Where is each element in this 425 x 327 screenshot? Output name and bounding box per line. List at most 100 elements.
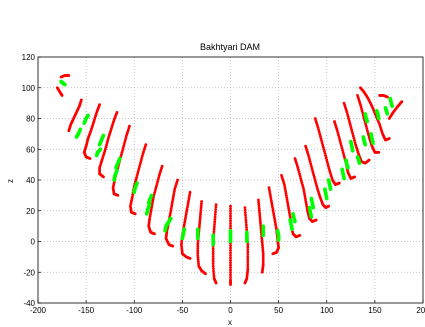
red-data-point (284, 189, 287, 193)
red-data-point (196, 253, 200, 257)
red-data-point (337, 133, 340, 137)
red-data-point (288, 213, 292, 217)
red-data-point (377, 150, 381, 154)
green-data-point (371, 141, 375, 145)
red-data-point (385, 95, 389, 99)
red-data-point (60, 94, 64, 97)
red-data-point (342, 155, 346, 159)
red-data-point (151, 197, 155, 201)
red-data-point (299, 177, 303, 180)
red-data-point (106, 137, 110, 140)
red-data-point (135, 173, 139, 177)
red-data-point (261, 248, 265, 251)
red-data-point (303, 192, 306, 195)
red-data-point (196, 251, 200, 255)
red-data-point (312, 175, 316, 179)
red-data-point (246, 248, 250, 251)
red-data-point (229, 249, 232, 252)
red-data-point (187, 195, 191, 199)
green-data-point (163, 228, 167, 233)
red-data-point (350, 130, 354, 134)
x-tick-label: -150 (78, 306, 95, 315)
red-data-point (321, 145, 325, 149)
red-data-point (315, 184, 318, 187)
red-data-point (213, 213, 217, 216)
axis-ticks: -200-150-100-50050100150200-40-200204060… (22, 53, 425, 315)
red-data-point (157, 173, 161, 177)
green-data-point (376, 116, 381, 121)
red-data-point (229, 221, 232, 225)
red-data-point (274, 222, 277, 226)
red-data-point (119, 153, 123, 157)
red-data-point (246, 245, 250, 249)
red-data-point (260, 241, 264, 245)
green-data-point (346, 165, 350, 170)
red-data-point (120, 151, 124, 155)
red-data-point (131, 193, 135, 197)
red-data-point (286, 202, 290, 206)
red-data-point (186, 201, 190, 205)
red-data-point (353, 175, 357, 179)
red-data-point (214, 281, 218, 285)
red-data-point (106, 139, 110, 143)
red-data-point (246, 260, 250, 264)
red-data-point (284, 193, 288, 197)
red-data-point (261, 245, 265, 249)
red-data-point (123, 138, 127, 142)
red-data-point (325, 158, 329, 162)
red-data-point (259, 222, 262, 226)
red-data-point (274, 225, 278, 228)
red-data-point (67, 129, 71, 133)
red-data-point (268, 192, 272, 196)
red-data-point (318, 132, 322, 136)
red-data-point (213, 215, 217, 219)
red-data-point (188, 193, 192, 196)
green-data-point (146, 201, 151, 205)
red-data-point (229, 256, 232, 260)
green-data-point (261, 233, 266, 238)
red-data-point (244, 218, 248, 222)
green-data-point (363, 142, 368, 147)
red-data-point (259, 224, 263, 228)
red-data-point (214, 203, 218, 207)
red-data-point (360, 107, 363, 111)
red-data-point (339, 142, 343, 146)
red-data-point (198, 215, 202, 218)
red-data-point (199, 210, 203, 214)
red-data-point (258, 213, 262, 217)
red-data-point (258, 220, 262, 223)
red-data-point (261, 250, 265, 254)
y-tick-label: -20 (23, 268, 35, 277)
red-data-point (199, 204, 203, 208)
red-data-point (353, 141, 357, 144)
x-tick-label: 200 (416, 306, 425, 315)
red-data-point (171, 198, 175, 202)
red-data-point (186, 203, 190, 207)
red-data-point (169, 211, 172, 215)
red-data-point (246, 255, 250, 259)
y-tick-label: 120 (22, 53, 36, 62)
red-data-point (261, 243, 264, 247)
red-data-point (323, 150, 326, 153)
red-data-point (309, 162, 313, 166)
red-data-point (105, 141, 109, 145)
red-data-point (213, 220, 217, 224)
red-data-point (197, 262, 200, 266)
red-data-point (351, 134, 355, 138)
x-tick-label: 150 (368, 306, 382, 315)
red-data-point (182, 223, 186, 226)
green-data-point (311, 205, 316, 210)
red-data-point (353, 138, 356, 142)
green-data-point (324, 196, 329, 201)
red-data-point (261, 254, 265, 258)
red-data-point (272, 216, 276, 220)
red-data-point (301, 183, 304, 187)
red-data-point (184, 216, 187, 220)
red-data-point (196, 256, 200, 259)
red-data-point (260, 270, 264, 274)
green-data-point (245, 239, 249, 244)
red-data-point (153, 232, 156, 236)
red-data-point (288, 211, 291, 214)
green-data-point (165, 222, 169, 227)
